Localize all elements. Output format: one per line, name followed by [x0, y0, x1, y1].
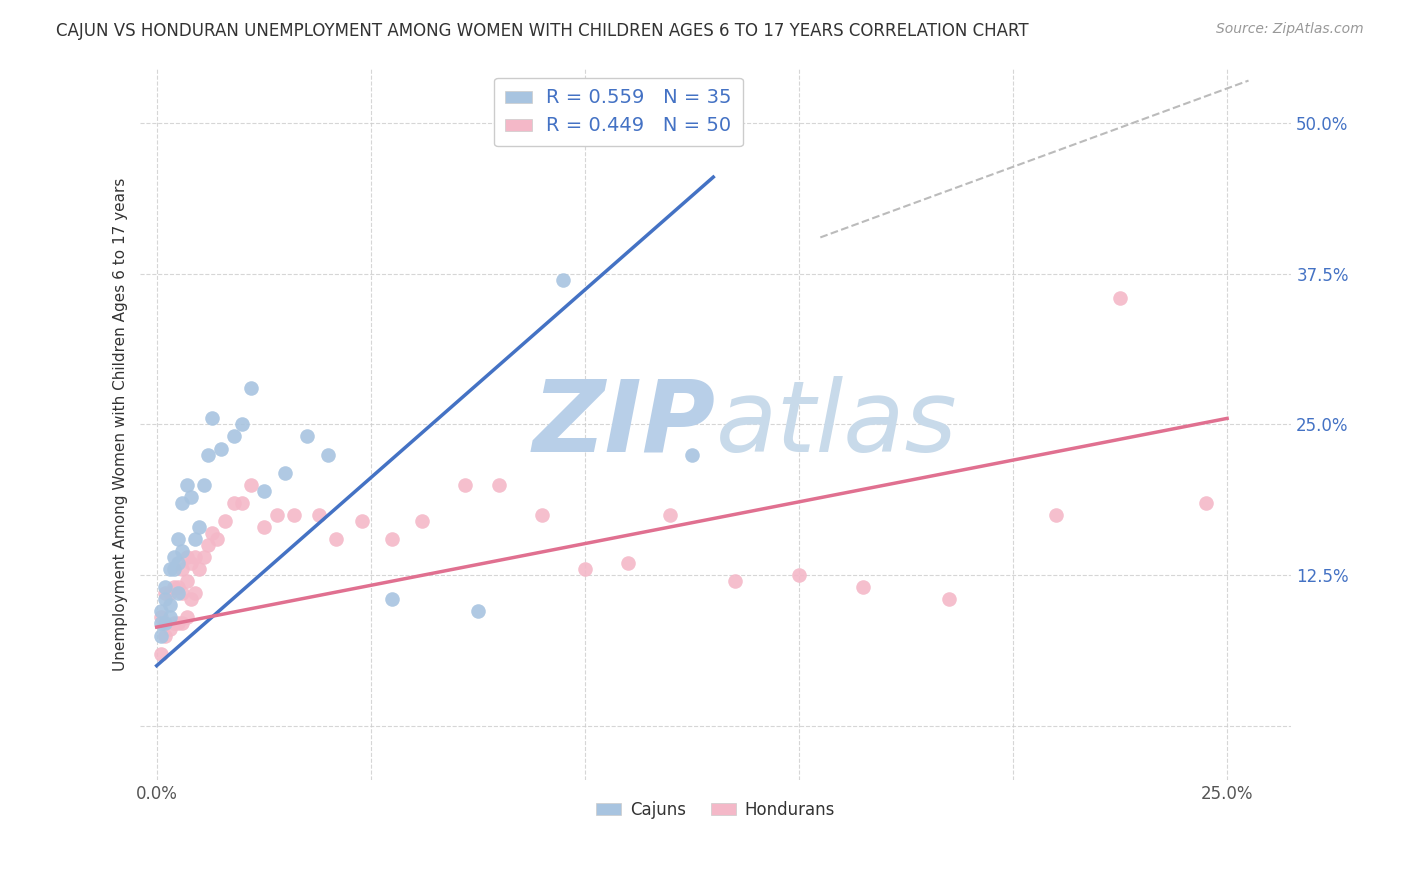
Point	[316, 448, 339, 462]
Point	[724, 574, 747, 589]
Point	[274, 466, 297, 480]
Point	[159, 599, 181, 613]
Point	[325, 532, 347, 546]
Point	[681, 448, 703, 462]
Point	[205, 532, 228, 546]
Point	[180, 490, 202, 504]
Point	[787, 568, 810, 582]
Point	[159, 586, 181, 600]
Point	[553, 272, 575, 286]
Point	[149, 616, 172, 631]
Point	[159, 562, 181, 576]
Point	[180, 556, 202, 570]
Point	[184, 586, 207, 600]
Point	[172, 496, 194, 510]
Y-axis label: Unemployment Among Women with Children Ages 6 to 17 years: Unemployment Among Women with Children A…	[114, 178, 128, 671]
Text: atlas: atlas	[716, 376, 957, 473]
Point	[149, 610, 172, 624]
Point	[176, 610, 198, 624]
Point	[381, 532, 404, 546]
Point	[149, 628, 172, 642]
Point	[253, 520, 276, 534]
Point	[149, 647, 172, 661]
Point	[1195, 496, 1218, 510]
Point	[222, 496, 245, 510]
Point	[188, 520, 211, 534]
Point	[308, 508, 330, 522]
Point	[197, 538, 219, 552]
Text: ZIP: ZIP	[533, 376, 716, 473]
Point	[176, 477, 198, 491]
Point	[167, 580, 190, 594]
Point	[155, 616, 177, 631]
Point	[184, 550, 207, 565]
Point	[231, 417, 253, 432]
Point	[531, 508, 554, 522]
Point	[295, 429, 318, 443]
Point	[266, 508, 288, 522]
Point	[352, 514, 374, 528]
Point	[180, 592, 202, 607]
Point	[163, 616, 186, 631]
Point	[167, 556, 190, 570]
Point	[155, 580, 177, 594]
Point	[214, 514, 236, 528]
Point	[197, 448, 219, 462]
Point	[467, 604, 489, 618]
Point	[184, 532, 207, 546]
Point	[659, 508, 682, 522]
Point	[155, 628, 177, 642]
Point	[167, 532, 190, 546]
Point	[176, 550, 198, 565]
Point	[163, 562, 186, 576]
Point	[167, 586, 190, 600]
Point	[172, 562, 194, 576]
Point	[239, 381, 262, 395]
Point	[167, 616, 190, 631]
Point	[176, 574, 198, 589]
Point	[193, 550, 215, 565]
Point	[163, 580, 186, 594]
Point	[1109, 291, 1132, 305]
Point	[381, 592, 404, 607]
Point	[411, 514, 433, 528]
Point	[852, 580, 875, 594]
Point	[155, 586, 177, 600]
Point	[574, 562, 596, 576]
Point	[253, 483, 276, 498]
Text: CAJUN VS HONDURAN UNEMPLOYMENT AMONG WOMEN WITH CHILDREN AGES 6 TO 17 YEARS CORR: CAJUN VS HONDURAN UNEMPLOYMENT AMONG WOM…	[56, 22, 1029, 40]
Point	[283, 508, 305, 522]
Point	[159, 610, 181, 624]
Point	[172, 616, 194, 631]
Point	[454, 477, 477, 491]
Point	[938, 592, 960, 607]
Point	[222, 429, 245, 443]
Point	[231, 496, 253, 510]
Point	[616, 556, 638, 570]
Point	[239, 477, 262, 491]
Legend: Cajuns, Hondurans: Cajuns, Hondurans	[589, 794, 841, 825]
Point	[201, 526, 224, 541]
Point	[488, 477, 510, 491]
Point	[209, 442, 232, 456]
Point	[193, 477, 215, 491]
Point	[155, 592, 177, 607]
Point	[201, 411, 224, 425]
Point	[172, 586, 194, 600]
Text: Source: ZipAtlas.com: Source: ZipAtlas.com	[1216, 22, 1364, 37]
Point	[149, 604, 172, 618]
Point	[159, 623, 181, 637]
Point	[172, 544, 194, 558]
Point	[1045, 508, 1067, 522]
Point	[163, 550, 186, 565]
Point	[188, 562, 211, 576]
